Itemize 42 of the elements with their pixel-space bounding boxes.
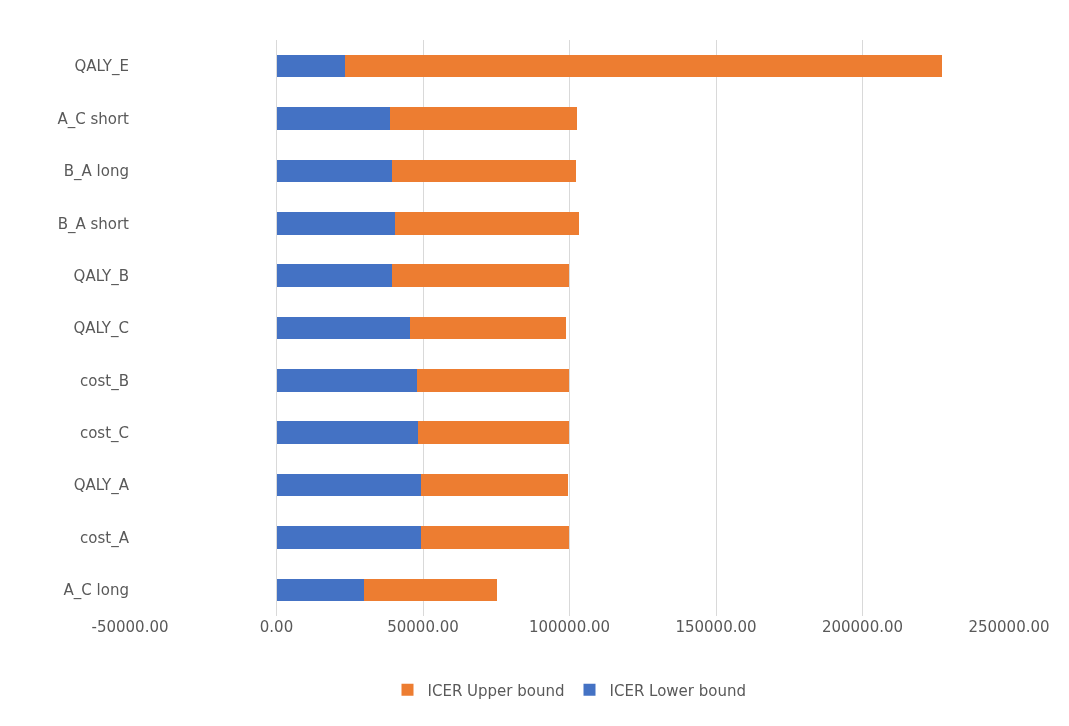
bar (391, 159, 576, 183)
bar (276, 264, 393, 287)
x-tick-label: 100000.00 (528, 618, 611, 636)
y-tick-label: A_C long (63, 581, 129, 601)
bar (276, 54, 346, 78)
bar (410, 316, 566, 340)
bar (390, 107, 577, 130)
bar (276, 107, 391, 130)
bar (417, 421, 569, 444)
bar (276, 316, 411, 340)
bar (395, 212, 579, 235)
y-tick-label: QALY_C (73, 319, 129, 339)
bar (392, 264, 570, 287)
bar (345, 54, 942, 78)
x-tick-label: 150000.00 (675, 618, 757, 636)
x-tick-label: 250000.00 (968, 618, 1050, 636)
bar (276, 159, 392, 183)
y-tick-label: A_C short (57, 109, 130, 129)
bar (276, 578, 365, 602)
y-tick-label: cost_B (80, 371, 129, 391)
x-tick-label: 50000.00 (387, 618, 459, 636)
y-tick-label: QALY_E (74, 57, 129, 77)
bar (276, 473, 421, 497)
x-tick-label: 0.00 (259, 618, 294, 636)
bar (276, 421, 418, 444)
bar (417, 369, 569, 392)
bar (276, 526, 422, 549)
y-tick-label: QALY_A (73, 476, 130, 496)
bar (276, 212, 396, 235)
x-tick-label: 200000.00 (821, 618, 904, 636)
y-tick-label: B_A short (57, 214, 130, 234)
bar (364, 578, 498, 602)
legend-label: ICER Lower bound (609, 681, 747, 700)
x-tick-label: -50000.00 (91, 618, 169, 636)
bar (421, 526, 569, 549)
legend-label: ICER Upper bound (427, 681, 565, 700)
y-tick-label: QALY_B (73, 266, 129, 286)
bar (276, 369, 418, 392)
y-tick-label: cost_C (79, 423, 129, 443)
y-tick-label: B_A long (63, 162, 129, 182)
y-tick-label: cost_A (80, 528, 130, 548)
bar (420, 473, 568, 497)
